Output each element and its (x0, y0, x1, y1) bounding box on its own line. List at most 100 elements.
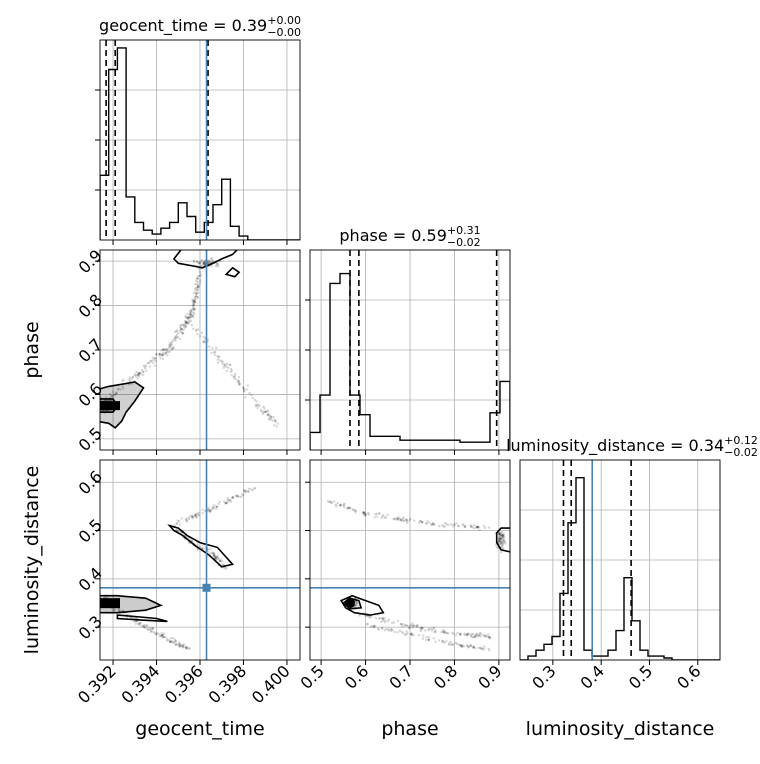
sample-point (207, 259, 211, 263)
sample-point (354, 602, 357, 606)
sample-point (199, 280, 202, 283)
sample-point (196, 282, 199, 285)
sample-point (433, 626, 436, 630)
sample-point (191, 327, 195, 330)
sample-point (476, 526, 480, 529)
sample-point (339, 503, 343, 506)
sample-point (500, 551, 503, 554)
sample-point (396, 619, 400, 623)
sample-point (212, 551, 215, 555)
sample-point (175, 522, 178, 525)
sample-point (184, 320, 187, 324)
sample-point (181, 331, 185, 335)
sample-point (168, 640, 172, 643)
sample-point (443, 631, 446, 634)
sample-point (184, 316, 188, 319)
sample-point (194, 286, 198, 290)
sample-point (498, 534, 502, 537)
panel-title: phase = 0.59+0.31 −0.02 (339, 224, 480, 249)
y-tick-label: 0.7 (75, 335, 106, 366)
sample-point (165, 348, 168, 351)
sample-point (413, 519, 416, 522)
sample-point (472, 646, 476, 649)
sample-point (207, 508, 210, 512)
sample-point (128, 383, 131, 386)
sample-point (157, 352, 161, 356)
sample-point (184, 321, 188, 324)
title-param: geocent_time (99, 16, 208, 36)
sample-point (382, 514, 385, 517)
sample-point (138, 623, 141, 626)
sample-point (191, 539, 194, 542)
sample-point (409, 632, 413, 635)
sample-point (427, 628, 430, 632)
sample-point (473, 646, 477, 650)
sample-point (212, 351, 216, 354)
sample-point (498, 540, 501, 543)
sample-point (352, 508, 355, 512)
sample-point (459, 644, 463, 647)
sample-point (253, 486, 256, 490)
sample-point (184, 645, 188, 649)
x-tick-label: 0.4 (577, 661, 608, 692)
sample-point (226, 498, 229, 502)
sample-point (208, 259, 211, 262)
sample-point (410, 632, 414, 635)
sample-point (234, 377, 237, 381)
sample-point (451, 643, 455, 646)
sample-point (157, 632, 160, 635)
sample-point (373, 516, 376, 519)
sample-point (136, 373, 140, 377)
sample-point (203, 263, 206, 266)
sample-point (154, 364, 157, 367)
sample-point (190, 313, 193, 317)
sample-point (164, 352, 168, 356)
sample-point (276, 422, 280, 425)
sample-point (108, 396, 111, 399)
sample-point (171, 636, 175, 640)
title-param: luminosity_distance (506, 436, 665, 456)
sample-point (165, 350, 168, 354)
sample-point (207, 261, 210, 264)
sample-point (500, 533, 504, 536)
sample-point (393, 630, 396, 634)
sample-point (112, 394, 115, 397)
sample-point (393, 517, 397, 520)
sample-point (117, 387, 120, 391)
sample-point (365, 614, 368, 618)
sample-point (162, 632, 166, 635)
sample-point (377, 628, 380, 631)
sample-point (423, 629, 427, 632)
sample-point (406, 520, 409, 523)
sample-point (458, 643, 462, 647)
sample-point (501, 540, 504, 543)
sample-point (440, 640, 444, 643)
sample-point (135, 371, 138, 374)
sample-point (181, 323, 184, 327)
sample-point (172, 346, 175, 350)
sample-point (191, 315, 194, 318)
sample-point (209, 509, 212, 512)
sample-point (138, 371, 141, 375)
sample-point (481, 648, 485, 651)
sample-point (244, 395, 247, 399)
sample-point (383, 516, 386, 519)
sample-point (171, 346, 175, 349)
sample-point (411, 626, 414, 629)
sample-point (343, 502, 346, 505)
sample-point (363, 514, 367, 517)
sample-point (160, 353, 164, 356)
sample-point (365, 513, 368, 516)
sample-point (384, 516, 388, 519)
sample-point (253, 487, 256, 490)
sample-point (266, 414, 269, 417)
sample-point (236, 379, 239, 382)
sample-point (187, 316, 190, 319)
sample-point (458, 633, 462, 636)
sample-point (233, 372, 237, 376)
sample-point (470, 632, 473, 636)
sample-point (183, 322, 187, 325)
sample-point (445, 522, 448, 526)
sample-point (247, 490, 250, 493)
sample-point (146, 627, 149, 631)
